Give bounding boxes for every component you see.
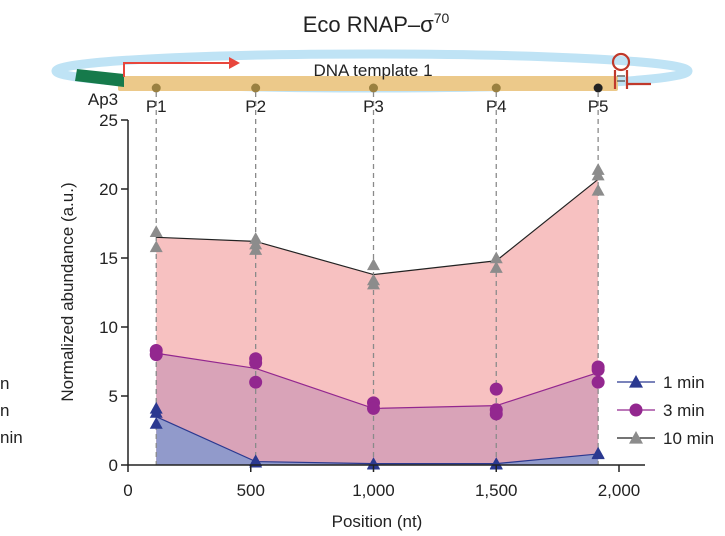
marker-3-min-5 (249, 375, 263, 389)
marker-3-min-7 (367, 401, 380, 415)
legend-marker-1 (629, 375, 643, 388)
marker-10-min-12 (591, 168, 605, 181)
clipped-legend-fragment-2: n (0, 401, 9, 420)
dna-template-diagram: Eco RNAP–σ70 DNA template 1 Ap3 P1 P2 P3 P4… (51, 10, 693, 116)
clipped-legend-fragment-3: nin (0, 428, 23, 447)
axes (127, 120, 645, 466)
transcription-start-arrow-head-icon (229, 57, 240, 69)
clipped-legend-fragments: nn nin (0, 374, 23, 447)
y-tick-label-10: 10 (99, 318, 118, 337)
legend-label-2: 3 min (663, 401, 705, 420)
marker-3-min-2 (149, 348, 163, 362)
terminator-hairpin-icon (611, 52, 651, 89)
promoter-label: Ap3 (88, 90, 118, 109)
y-tick-label-20: 20 (99, 180, 118, 199)
marker-1-min-3 (149, 417, 163, 429)
y-tick-label-5: 5 (109, 387, 118, 406)
x-axis-title: Position (nt) (332, 512, 423, 531)
data-markers (149, 163, 605, 470)
marker-10-min-10 (489, 261, 503, 273)
marker-10-min-8 (367, 277, 380, 290)
x-tick-label-1500: 1,500 (475, 481, 518, 500)
marker-3-min-8 (489, 382, 503, 396)
x-tick-label-0: 0 (123, 481, 132, 500)
marker-10-min-13 (591, 183, 605, 196)
y-tick-label-25: 25 (99, 111, 118, 130)
y-tick-label-0: 0 (109, 456, 118, 475)
marker-1-min-11 (591, 446, 605, 459)
transcription-start-arrow (123, 62, 233, 77)
y-tick-label-15: 15 (99, 249, 118, 268)
legend-marker-2 (629, 403, 643, 417)
legend-marker-3 (629, 431, 643, 444)
transcription-sites: P1 P2 P3 P4 P5 (146, 83, 609, 116)
site-label-3: P3 (363, 97, 384, 116)
marker-3-min-12 (591, 363, 605, 377)
y-axis-title: Normalized abundance (a.u.) (58, 182, 77, 401)
marker-10-min-1 (149, 225, 163, 237)
site-dot-4 (491, 83, 501, 93)
site-label-1: P1 (146, 97, 167, 116)
site-label-5: P5 (588, 97, 609, 116)
site-dot-5 (593, 83, 603, 93)
marker-10-min-6 (367, 258, 380, 271)
template-label: DNA template 1 (313, 61, 432, 80)
legend: 1 min 3 min 10 min (617, 373, 714, 448)
site-dot-2 (251, 83, 261, 93)
legend-label-1: 1 min (663, 373, 705, 392)
legend-label-3: 10 min (663, 429, 714, 448)
marker-3-min-4 (249, 356, 263, 370)
site-dot-3 (369, 83, 378, 93)
plot-area: 0 5 10 15 20 25 0 500 1,000 1,500 2,000 Position … (58, 92, 645, 531)
chart-title-superscript: 70 (434, 10, 450, 26)
x-tick-label-2000: 2,000 (598, 481, 641, 500)
site-dot-1 (151, 83, 161, 93)
marker-3-min-13 (591, 375, 605, 389)
x-tick-label-500: 500 (237, 481, 265, 500)
marker-10-min-5 (249, 243, 263, 255)
marker-1-min-9 (489, 457, 503, 470)
marker-1-min-2 (149, 406, 163, 418)
marker-10-min-2 (149, 240, 163, 253)
marker-10-min-9 (489, 251, 503, 264)
site-label-2: P2 (245, 97, 266, 116)
y-axis-ticks: 0 5 10 15 20 25 (99, 111, 128, 475)
promoter-block (75, 69, 124, 87)
chart-title-main: Eco RNAP–σ (303, 12, 434, 37)
marker-1-min-7 (367, 457, 380, 470)
marker-3-min-10 (489, 407, 503, 421)
x-axis-ticks: 0 500 1,000 1,500 2,000 (123, 465, 640, 500)
x-tick-label-1000: 1,000 (352, 481, 395, 500)
area-fills (156, 179, 599, 465)
area-1-min (156, 416, 599, 465)
clipped-legend-fragment-1: n (0, 374, 9, 393)
chart-title: Eco RNAP–σ70 (303, 10, 450, 37)
site-label-4: P4 (486, 97, 507, 116)
